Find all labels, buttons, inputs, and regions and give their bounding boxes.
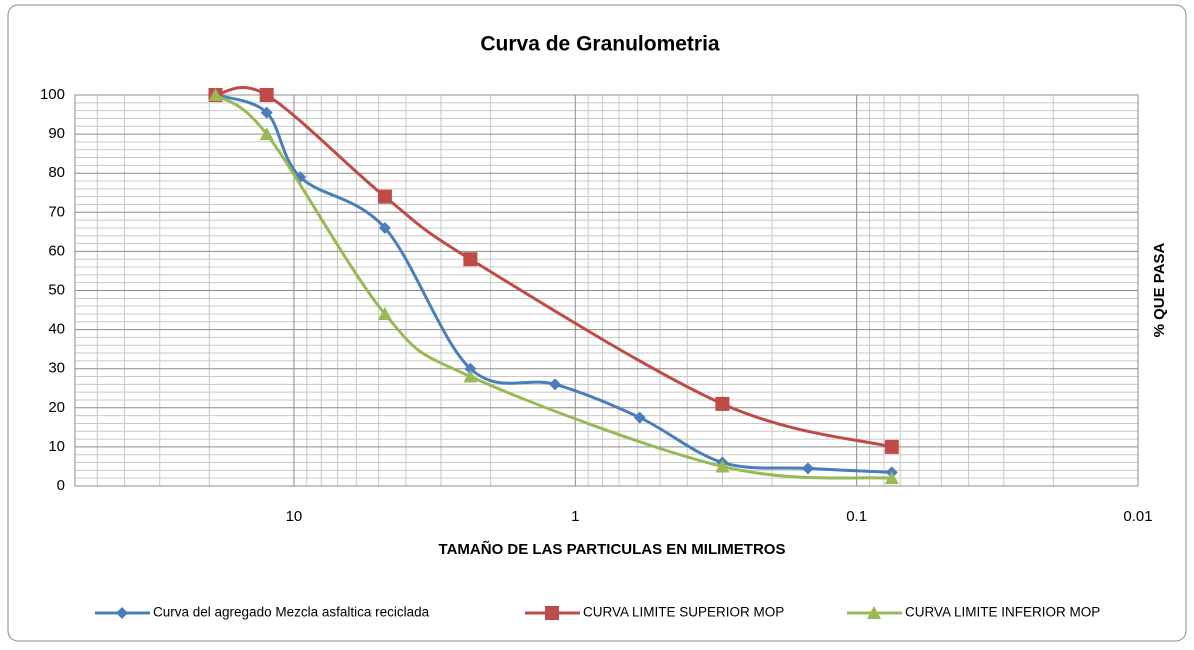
y-tick-label: 30	[48, 360, 65, 377]
marker	[884, 439, 899, 454]
marker	[259, 88, 274, 102]
legend-label: CURVA LIMITE INFERIOR MOP	[905, 605, 1100, 620]
y-tick-label: 80	[48, 164, 65, 181]
marker	[549, 378, 562, 391]
x-tick-label: 10	[286, 508, 303, 525]
marker	[260, 106, 273, 119]
marker	[715, 459, 730, 473]
y-tick-label: 40	[48, 321, 65, 338]
y-tick-label: 70	[48, 203, 65, 220]
marker	[715, 396, 730, 411]
y-tick-label: 10	[48, 438, 65, 455]
x-axis-title: TAMAÑO DE LAS PARTICULAS EN MILIMETROS	[439, 540, 786, 558]
marker	[464, 362, 477, 375]
marker	[463, 252, 478, 267]
marker	[259, 127, 274, 141]
marker	[884, 471, 899, 485]
x-tick-label: 1	[571, 508, 579, 525]
legend-marker	[867, 606, 881, 619]
y-tick-label: 100	[40, 86, 65, 103]
marker	[463, 369, 478, 383]
legend-label: Curva del agregado Mezcla asfaltica reci…	[153, 605, 430, 620]
marker	[377, 189, 392, 204]
legend-label: CURVA LIMITE SUPERIOR MOP	[583, 605, 784, 620]
legend-marker	[116, 607, 128, 619]
marker	[801, 462, 814, 475]
marker	[208, 88, 223, 101]
y-tick-label: 60	[48, 242, 65, 259]
legend-marker	[545, 606, 559, 620]
marker	[378, 221, 391, 234]
y-tick-label: 20	[48, 399, 65, 416]
marker	[377, 306, 392, 320]
y-tick-label: 0	[57, 477, 65, 494]
y-tick-label: 90	[48, 125, 65, 142]
y-tick-label: 50	[48, 281, 65, 298]
plot-border	[74, 94, 1139, 487]
y-axis-title: % QUE PASA	[1151, 242, 1168, 337]
series-line	[215, 93, 892, 474]
x-tick-label: 0.1	[846, 508, 867, 525]
chart-title: Curva de Granulometria	[480, 33, 720, 56]
marker	[633, 411, 646, 424]
x-tick-label: 0.01	[1123, 508, 1152, 525]
